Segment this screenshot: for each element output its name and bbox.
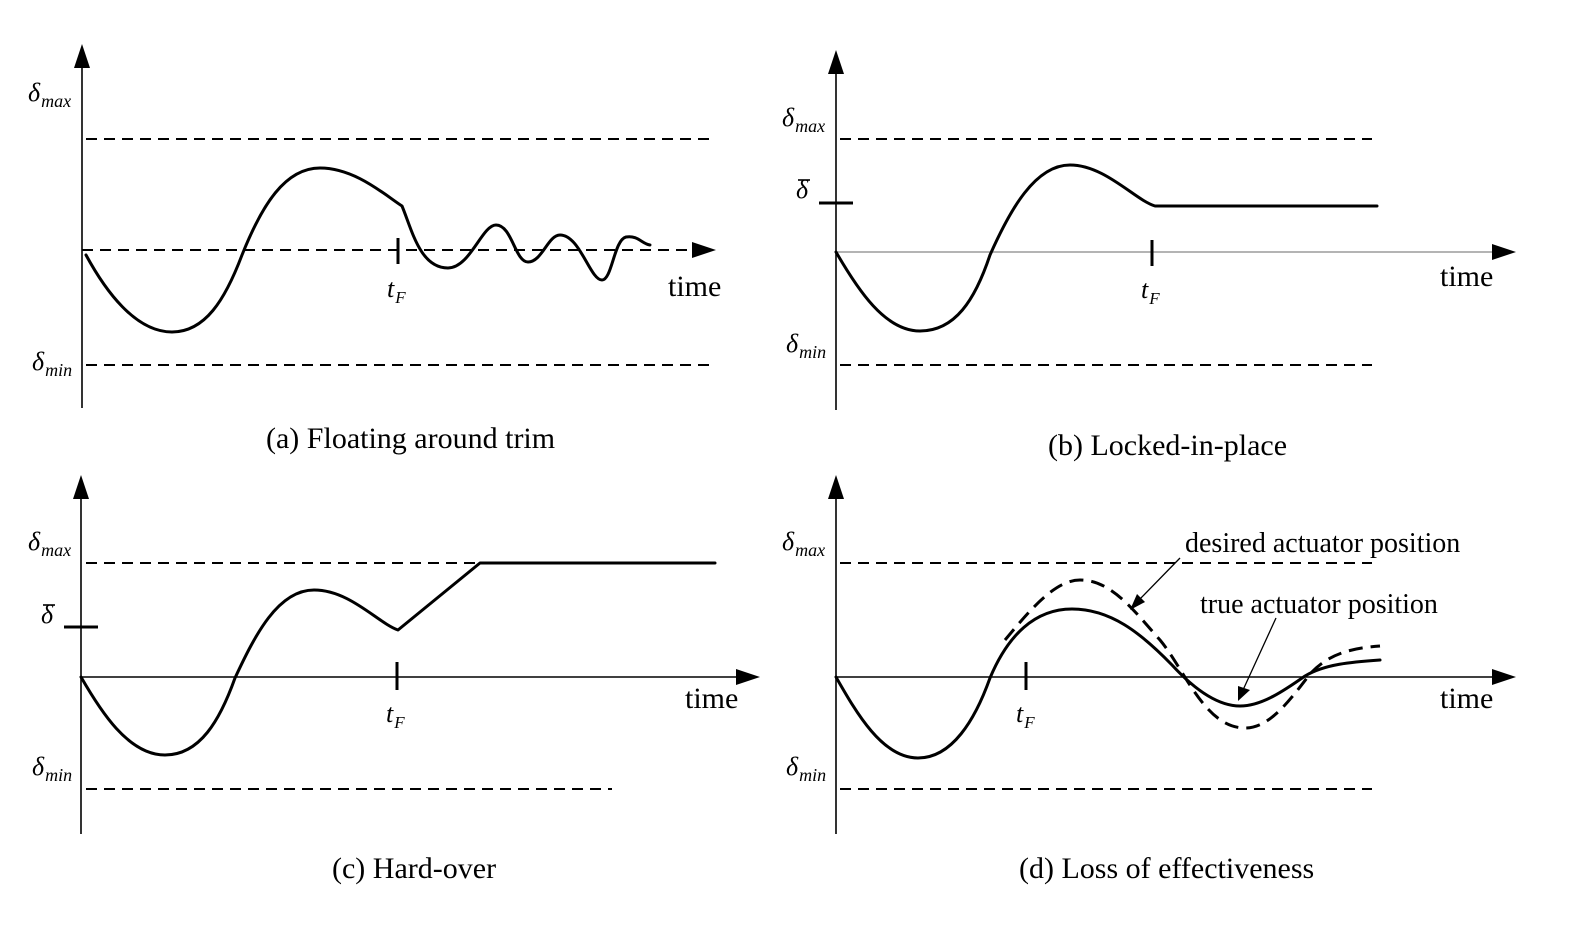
panel-c: δmax δ δmin tF time (c) Hard-over (28, 475, 760, 885)
y-arrow-a (74, 44, 90, 68)
actuator-curve-b (834, 163, 1379, 333)
delta-bar-label-c: δ (41, 600, 54, 629)
delta-min-label-c: δmin (32, 752, 72, 785)
delta-max-label-c: δmax (28, 527, 71, 560)
desired-position-curve-d (1003, 578, 1381, 730)
actuator-curve-a (84, 166, 652, 334)
y-arrow-c (73, 475, 89, 499)
time-label-b: time (1440, 260, 1493, 293)
caption-c: (c) Hard-over (332, 852, 496, 885)
true-leader-arrow-d (1238, 686, 1250, 701)
x-arrow-c (736, 669, 760, 685)
true-leader-d (1242, 617, 1277, 691)
caption-a: (a) Floating around trim (266, 422, 555, 455)
desired-leader-arrow-d (1130, 594, 1145, 610)
y-arrow-b (828, 50, 844, 74)
delta-min-label-d: δmin (786, 752, 826, 785)
y-arrow-d (828, 475, 844, 499)
delta-min-label-a: δmin (32, 347, 72, 380)
t-fault-label-b: tF (1141, 275, 1160, 308)
panel-d: δmax δmin tF time desired actuator posit… (782, 475, 1516, 885)
true-position-curve-d (834, 607, 1382, 760)
caption-b: (b) Locked-in-place (1048, 429, 1287, 462)
delta-max-label-a: δmax (28, 78, 71, 111)
x-arrow-b (1492, 244, 1516, 260)
time-label-d: time (1440, 682, 1493, 715)
delta-max-label-b: δmax (782, 103, 825, 136)
x-arrow-a (692, 242, 716, 258)
desired-position-label-d: desired actuator position (1185, 528, 1460, 559)
t-fault-label-d: tF (1016, 699, 1035, 732)
t-fault-label-a: tF (387, 274, 406, 307)
delta-bar-label-b: δ (796, 175, 809, 204)
t-fault-label-c: tF (386, 699, 405, 732)
time-label-a: time (668, 270, 721, 303)
panel-b: δmax δ δmin tF time (b) Locked-in-place (782, 50, 1516, 462)
time-label-c: time (685, 682, 738, 715)
true-position-label-d: true actuator position (1200, 589, 1438, 620)
panel-a: δmax δmin tF time (a) Floating around tr… (28, 44, 721, 455)
delta-min-label-b: δmin (786, 329, 826, 362)
x-arrow-d (1492, 669, 1516, 685)
delta-max-label-d: δmax (782, 527, 825, 560)
actuator-curve-c (79, 561, 717, 757)
caption-d: (d) Loss of effectiveness (1019, 852, 1314, 885)
desired-leader-d (1138, 557, 1181, 601)
